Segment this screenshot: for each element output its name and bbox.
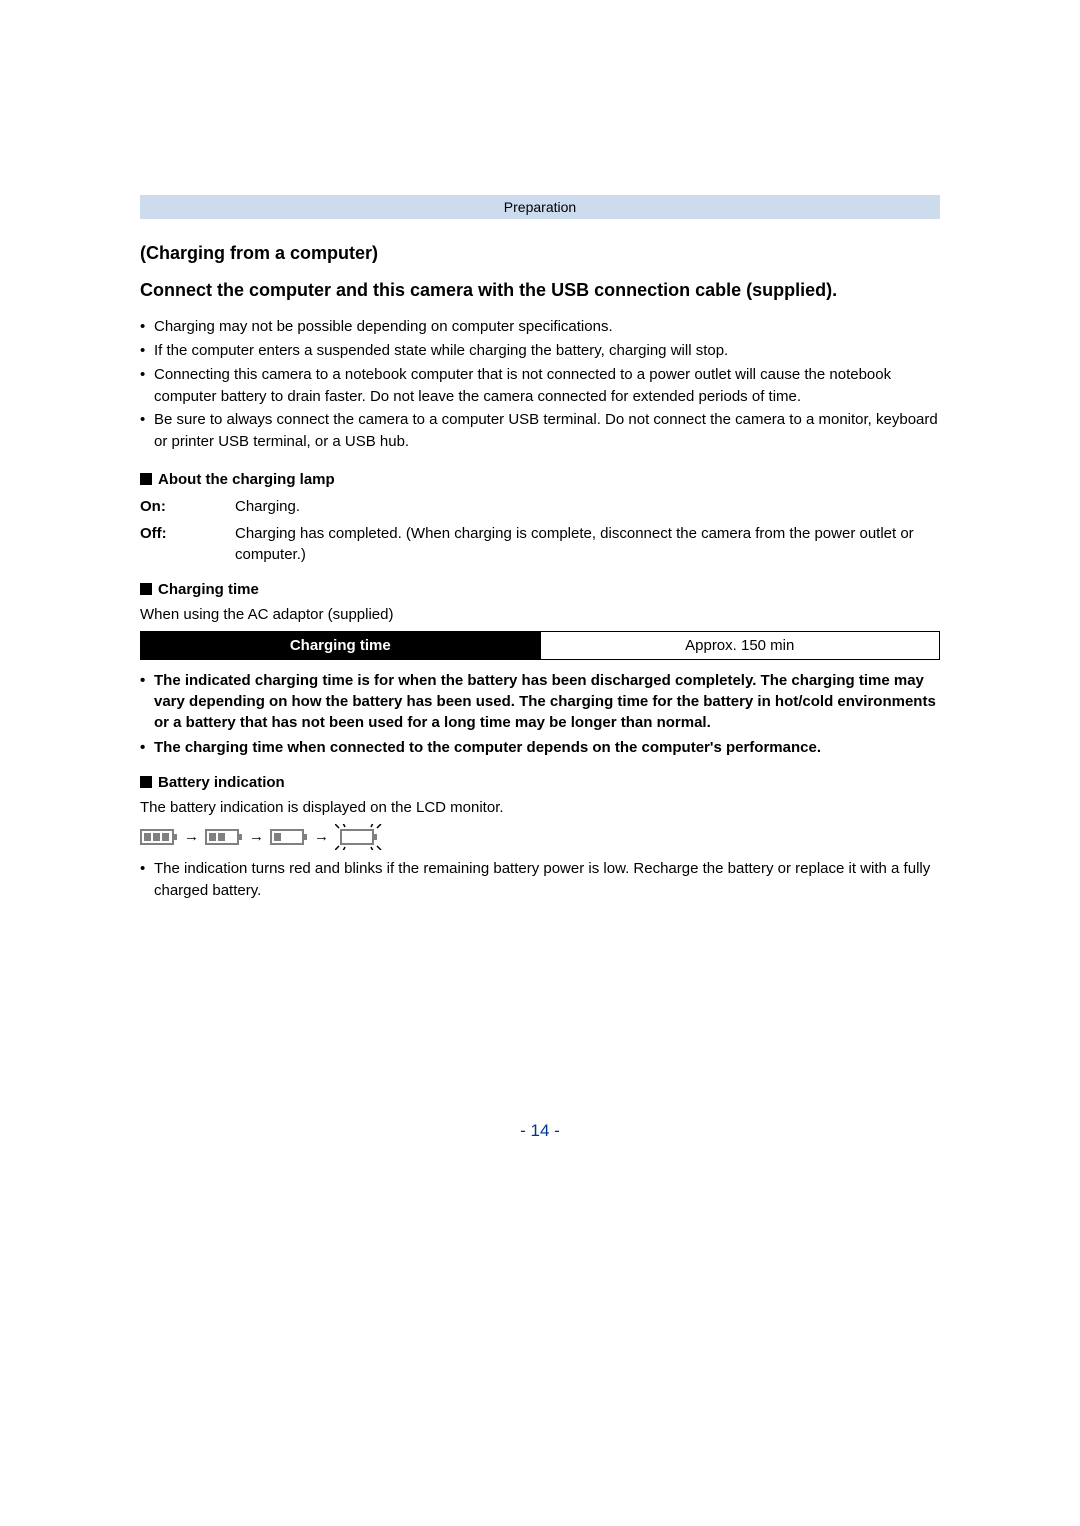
page-container: Preparation (Charging from a computer) C… <box>140 0 940 1201</box>
battery-indication-heading: Battery indication <box>140 774 940 791</box>
lamp-desc: Charging. <box>235 496 940 517</box>
arrow-icon: → <box>314 828 329 845</box>
table-row: Charging time Approx. 150 min <box>141 631 940 659</box>
charging-time-note: When using the AC adaptor (supplied) <box>140 606 940 623</box>
battery-note-list: The indication turns red and blinks if t… <box>140 858 940 902</box>
lamp-row: Off: Charging has completed. (When charg… <box>140 523 940 565</box>
bullet-item: The indicated charging time is for when … <box>140 670 940 733</box>
bullet-item: The indication turns red and blinks if t… <box>140 858 940 902</box>
table-header: Charging time <box>141 631 541 659</box>
page-number: - 14 - <box>140 1121 940 1141</box>
lamp-term: On: <box>140 496 235 517</box>
bullet-item: Charging may not be possible depending o… <box>140 316 940 338</box>
page-title: (Charging from a computer) <box>140 243 940 264</box>
battery-icon <box>140 827 178 847</box>
lamp-desc: Charging has completed. (When charging i… <box>235 523 940 565</box>
about-lamp-heading: About the charging lamp <box>140 471 940 488</box>
battery-indication-line: The battery indication is displayed on t… <box>140 799 940 816</box>
battery-icon <box>205 827 243 847</box>
charging-time-table: Charging time Approx. 150 min <box>140 631 940 660</box>
bullet-item: Connecting this camera to a notebook com… <box>140 364 940 408</box>
battery-icon <box>270 827 308 847</box>
bullet-item: Be sure to always connect the camera to … <box>140 409 940 453</box>
charging-time-heading: Charging time <box>140 581 940 598</box>
charging-bold-notes: The indicated charging time is for when … <box>140 670 940 758</box>
page-subtitle: Connect the computer and this camera wit… <box>140 278 940 302</box>
section-header: Preparation <box>140 195 940 219</box>
bullet-item: If the computer enters a suspended state… <box>140 340 940 362</box>
battery-blinking-icon <box>335 824 383 850</box>
lamp-term: Off: <box>140 523 235 565</box>
arrow-icon: → <box>249 828 264 845</box>
arrow-icon: → <box>184 828 199 845</box>
bullet-item: The charging time when connected to the … <box>140 737 940 758</box>
lamp-row: On: Charging. <box>140 496 940 517</box>
table-cell: Approx. 150 min <box>540 631 940 659</box>
intro-bullets: Charging may not be possible depending o… <box>140 316 940 453</box>
battery-icons-row: → → → <box>140 824 940 850</box>
